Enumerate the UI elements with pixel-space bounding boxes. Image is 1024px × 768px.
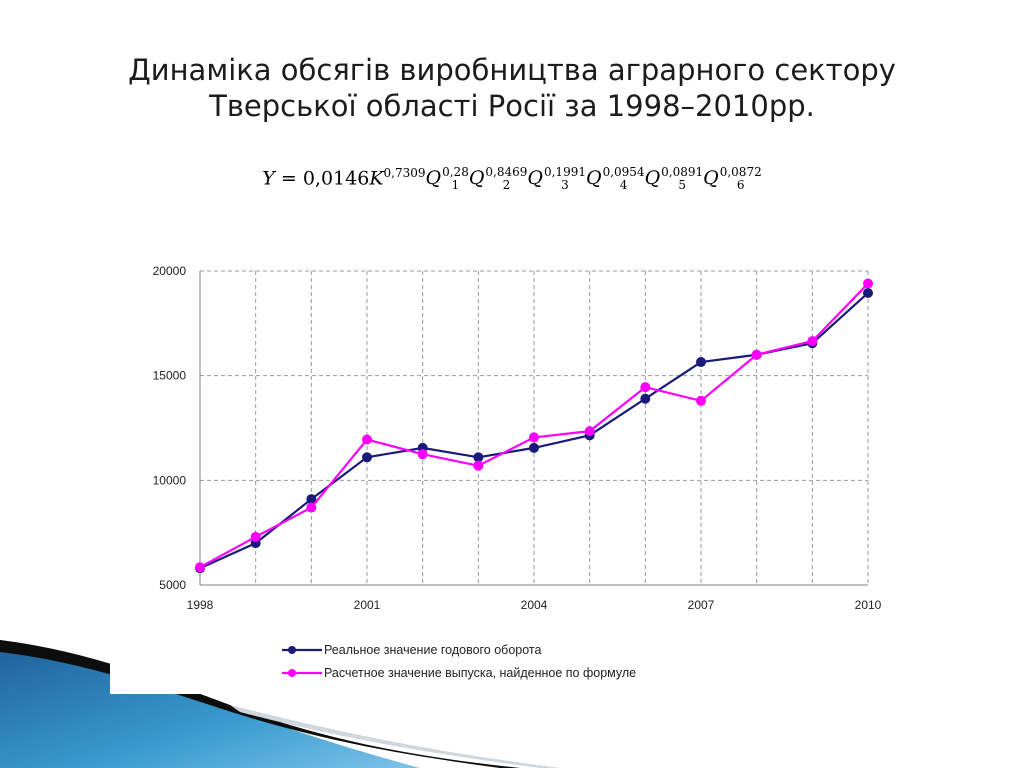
series-2-point bbox=[807, 336, 818, 347]
formula-term-symbol: Q bbox=[468, 167, 485, 190]
formula-term-subscript: 2 bbox=[502, 178, 511, 193]
formula-term-subscript: 1 bbox=[451, 178, 460, 193]
series-2-point bbox=[250, 531, 261, 542]
formula-term-q4: Q 0,0954 4 bbox=[585, 166, 645, 192]
formula-term-symbol: Q bbox=[425, 167, 442, 190]
x-tick-label: 1998 bbox=[187, 598, 214, 612]
series-1-point bbox=[473, 452, 484, 463]
formula-term-symbol: Q bbox=[527, 167, 543, 190]
legend-label-1: Реальное значение годового оборота bbox=[324, 643, 542, 657]
formula-term-scripts: 0,0954 4 bbox=[603, 166, 645, 192]
series-1-point bbox=[306, 494, 317, 505]
formula-term-q5: Q 0,0891 5 bbox=[644, 166, 704, 192]
formula-k-exponent: 0,7309 bbox=[383, 166, 426, 180]
x-tick-label: 2001 bbox=[354, 598, 381, 612]
y-tick-label: 20000 bbox=[153, 264, 187, 278]
series-1-point bbox=[863, 287, 873, 298]
formula-term-q1: Q 0,28 1 bbox=[425, 166, 469, 192]
formula-term-subscript: 3 bbox=[561, 178, 569, 193]
formula-term-scripts: 0,1991 3 bbox=[544, 166, 586, 192]
formula-term-scripts: 0,0872 6 bbox=[720, 166, 762, 192]
formula-term-exponent: 0,8469 bbox=[485, 165, 528, 180]
series-2-point bbox=[473, 460, 484, 471]
formula-term-exponent: 0,0891 bbox=[661, 165, 704, 180]
formula-term-exponent: 0,0872 bbox=[719, 165, 762, 180]
series-1-point bbox=[640, 393, 651, 404]
series-1-point bbox=[362, 452, 372, 463]
formula-coefficient: = 0,0146 bbox=[280, 167, 370, 190]
chart-panel: 5000 10000 15000 20000 1998 2001 2004 2007 2010 Р… bbox=[110, 248, 888, 694]
formula: Y = 0,0146K0,7309Q 0,28 1 Q 0,8469 2 Q 0,1991 3 Q… bbox=[0, 166, 1024, 192]
series-2-point bbox=[362, 434, 372, 445]
formula-term-subscript: 6 bbox=[736, 178, 745, 193]
line-chart: 5000 10000 15000 20000 1998 2001 2004 2007 2010 Р… bbox=[153, 264, 882, 680]
formula-term-scripts: 0,8469 2 bbox=[485, 166, 527, 192]
formula-term-scripts: 0,28 1 bbox=[442, 166, 469, 192]
series-2-point bbox=[863, 278, 873, 289]
series-2-point bbox=[751, 349, 762, 360]
x-tick-label: 2004 bbox=[521, 598, 548, 612]
formula-term-q2: Q 0,8469 2 bbox=[468, 166, 528, 192]
formula-term-symbol: Q bbox=[644, 167, 661, 190]
series-2-point bbox=[417, 449, 428, 460]
formula-term-symbol: Q bbox=[585, 167, 602, 190]
series-2-point bbox=[696, 395, 706, 406]
x-tick-label: 2007 bbox=[688, 598, 715, 612]
title-line-2: Тверської області Росії за 1998–2010рр. bbox=[209, 89, 815, 123]
x-tick-label: 2010 bbox=[855, 598, 882, 612]
formula-term-subscript: 4 bbox=[619, 178, 628, 193]
legend-marker-2 bbox=[288, 669, 296, 677]
series-2-point bbox=[195, 562, 205, 573]
formula-term-symbol: Q bbox=[703, 167, 719, 190]
legend-label-2: Расчетное значение выпуска, найденное по… bbox=[324, 666, 636, 680]
series-2-point bbox=[306, 502, 317, 513]
formula-k: K bbox=[369, 167, 384, 190]
legend-marker-1 bbox=[288, 646, 296, 654]
series-2-point bbox=[529, 432, 539, 443]
series-2-point bbox=[640, 382, 651, 393]
formula-term-exponent: 0,0954 bbox=[602, 165, 645, 180]
y-tick-label: 10000 bbox=[153, 473, 187, 487]
formula-term-exponent: 0,1991 bbox=[543, 165, 586, 180]
formula-term-scripts: 0,0891 5 bbox=[661, 166, 703, 192]
y-tick-label: 5000 bbox=[159, 578, 186, 592]
series-2-point bbox=[584, 426, 595, 437]
formula-term-q3: Q 0,1991 3 bbox=[527, 166, 586, 192]
title-line-1: Динаміка обсягів виробництва аграрного с… bbox=[128, 53, 896, 87]
series-1-point bbox=[529, 442, 539, 453]
y-tick-label: 15000 bbox=[153, 369, 187, 383]
formula-term-exponent: 0,28 bbox=[442, 165, 469, 180]
formula-lhs: Y bbox=[262, 167, 275, 190]
formula-terms: Q 0,28 1 Q 0,8469 2 Q 0,1991 3 Q 0,0954 4 Q 0,0891 5 Q 0… bbox=[425, 166, 762, 192]
formula-term-q6: Q 0,0872 6 bbox=[703, 166, 762, 192]
series-1-point bbox=[696, 357, 706, 368]
formula-term-subscript: 5 bbox=[678, 178, 686, 193]
slide-title: Динаміка обсягів виробництва аграрного с… bbox=[40, 52, 984, 124]
